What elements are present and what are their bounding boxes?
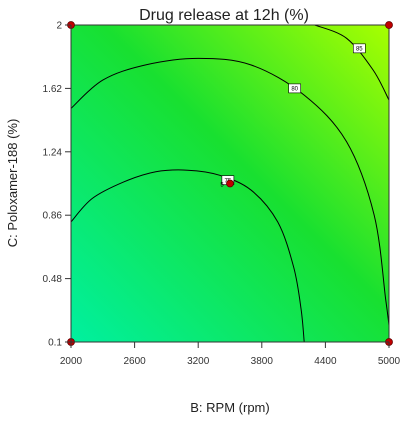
y-tick-label: 1.62 (43, 84, 63, 95)
contour-label-box (288, 83, 301, 94)
x-tick-label: 3200 (187, 356, 210, 367)
y-tick-label: 0.1 (48, 338, 62, 349)
x-tick-label: 2600 (123, 356, 146, 367)
chart-title: Drug release at 12h (%) (139, 7, 309, 24)
plot-area: 758085 5 (67, 21, 393, 346)
x-tick-label: 5000 (378, 356, 401, 367)
y-axis: 0.1 0.48 0.86 1.24 1.62 2 (43, 21, 72, 349)
x-axis-label: B: RPM (rpm) (190, 400, 269, 415)
contour-label-85: 85 (353, 43, 366, 54)
y-tick-label: 1.24 (43, 147, 63, 158)
y-tick-label: 2 (56, 21, 62, 32)
x-tick-label: 4400 (314, 356, 337, 367)
center-point-count: 5 (220, 183, 224, 189)
x-tick-label: 2000 (60, 356, 83, 367)
y-tick-label: 0.48 (43, 274, 63, 285)
center-point (226, 179, 234, 188)
contour-line-85 (314, 24, 390, 101)
contour-line-75 (70, 169, 305, 343)
contour-label-text: 80 (291, 87, 298, 93)
contour-label-box (353, 43, 366, 54)
contour-label-text: 85 (356, 47, 363, 53)
x-axis: 2000 2600 3200 3800 4400 5000 (60, 341, 401, 367)
x-tick-label: 3800 (251, 356, 274, 367)
design-point (385, 21, 393, 29)
y-tick-label: 0.86 (43, 211, 63, 222)
y-axis-label: C: Poloxamer-188 (%) (5, 119, 20, 248)
contour-label-80: 80 (288, 83, 301, 94)
contour-layer: 758085 (70, 24, 390, 343)
